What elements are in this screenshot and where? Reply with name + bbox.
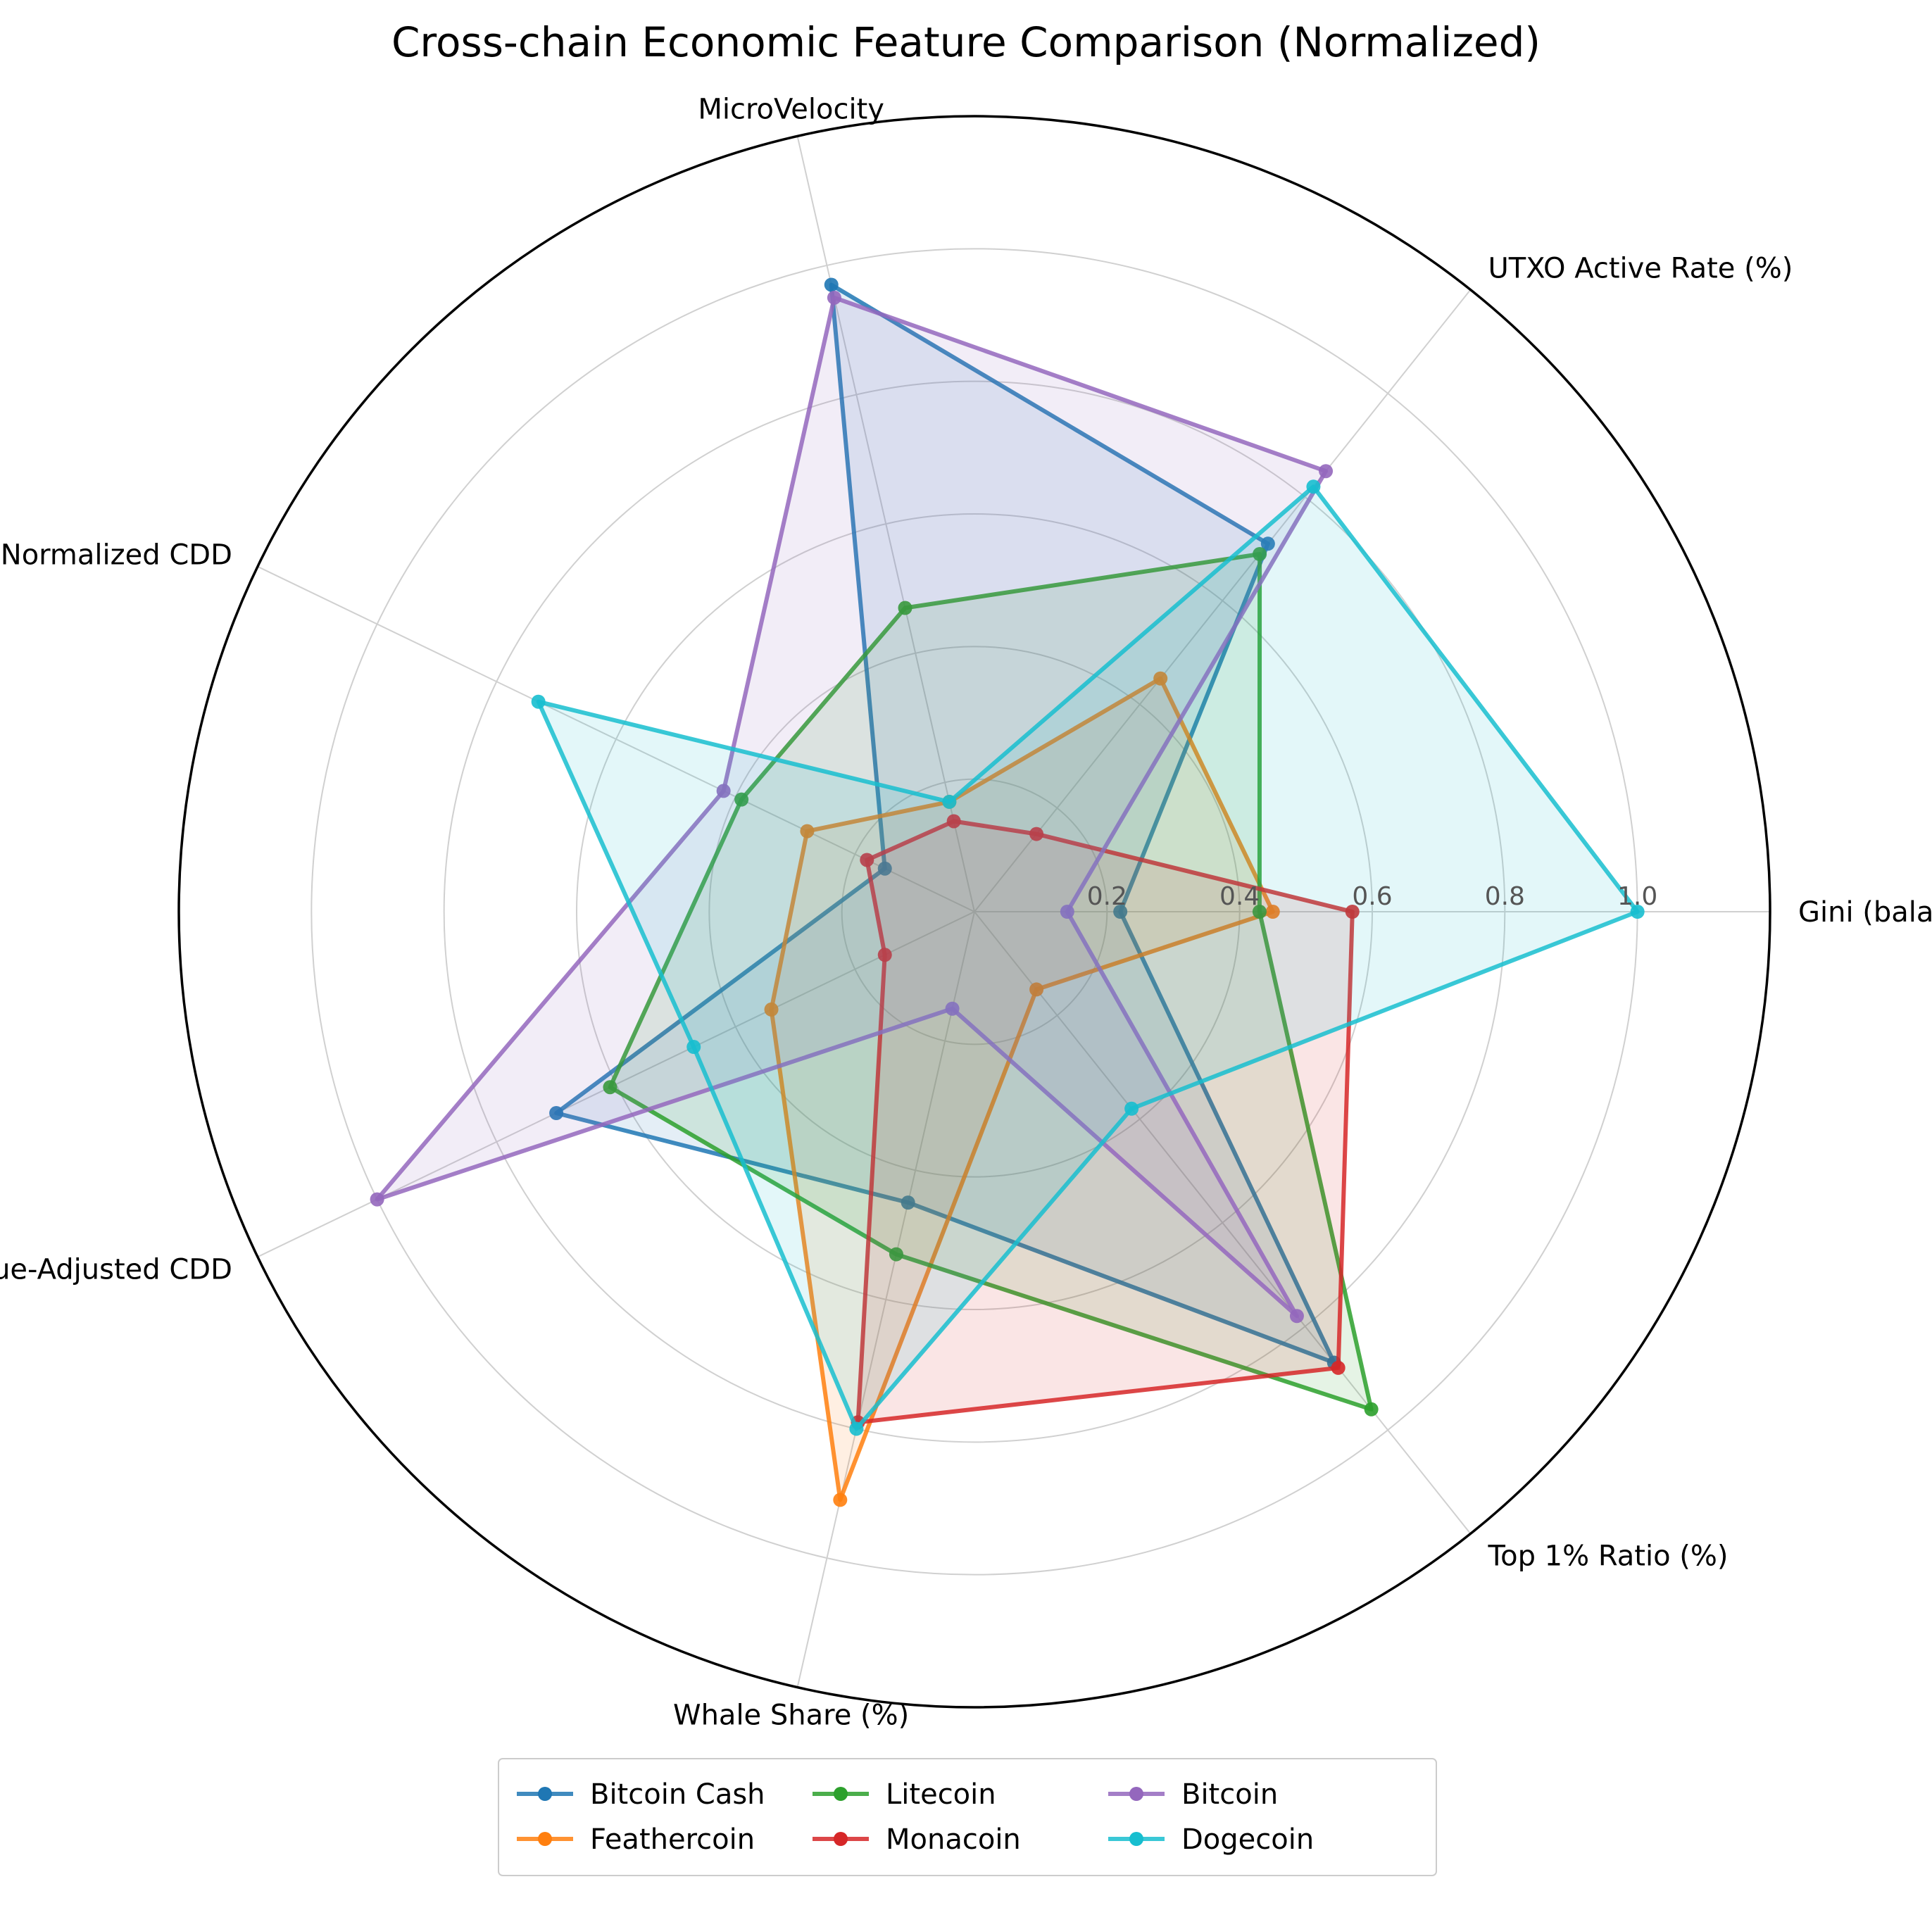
chart-title: Cross-chain Economic Feature Comparison … — [391, 18, 1541, 66]
radial-tick-label-2: 0.6 — [1352, 882, 1392, 911]
series-1-point-4 — [764, 1002, 779, 1017]
radar-series — [370, 277, 1645, 1507]
series-2-point-6 — [1364, 1402, 1379, 1417]
series-2-point-1 — [1253, 547, 1267, 562]
series-3 — [851, 814, 1360, 1430]
grid-spoke-2 — [796, 136, 975, 912]
series-2-point-0 — [1252, 905, 1267, 919]
series-4-point-4 — [370, 1192, 384, 1207]
legend-label-0: Bitcoin Cash — [590, 1778, 765, 1811]
legend-swatch-marker-2 — [834, 1787, 848, 1801]
series-5-point-0 — [1630, 905, 1645, 919]
legend: Bitcoin Cash Feathercoin Litecoin Monacoin B… — [498, 1758, 1437, 1876]
series-line-4 — [375, 295, 1329, 1319]
series-0-point-2 — [824, 277, 839, 292]
series-fill-1 — [771, 678, 1273, 1500]
series-4-point-2 — [827, 290, 841, 305]
series-1 — [764, 671, 1280, 1507]
series-fill-2 — [610, 554, 1372, 1409]
series-2-point-3 — [734, 792, 749, 807]
series-0-point-4 — [549, 1106, 564, 1121]
series-3-point-2 — [946, 814, 961, 829]
series-0-point-3 — [877, 861, 892, 876]
series-0-point-0 — [1113, 905, 1128, 919]
legend-box — [498, 1758, 1437, 1876]
series-4-point-3 — [716, 784, 731, 798]
series-line-5 — [536, 484, 1640, 1431]
legend-label-5: Dogecoin — [1181, 1823, 1314, 1856]
axis-label-5: Whale Share (%) — [673, 1700, 909, 1732]
axis-label-1: UTXO Active Rate (%) — [1488, 252, 1793, 284]
series-2-point-2 — [898, 601, 912, 615]
series-line-1 — [769, 676, 1275, 1502]
series-4-point-1 — [1319, 464, 1334, 479]
radial-tick-label-3: 0.8 — [1485, 882, 1525, 911]
grid-spoke-3 — [257, 565, 975, 912]
series-4-point-0 — [1060, 905, 1074, 919]
series-3-point-6 — [1331, 1360, 1346, 1375]
legend-label-3: Monacoin — [886, 1823, 1021, 1856]
series-5-point-2 — [942, 794, 957, 809]
legend-item-5: Dogecoin — [1108, 1823, 1314, 1856]
series-2 — [603, 547, 1379, 1417]
axis-label-2: MicroVelocity — [698, 93, 884, 125]
series-2-point-5 — [889, 1247, 903, 1262]
series-3-point-4 — [877, 948, 892, 962]
series-5-point-5 — [849, 1421, 864, 1436]
series-fill-3 — [858, 821, 1353, 1423]
series-1-point-1 — [1153, 671, 1168, 686]
series-fill-5 — [538, 486, 1638, 1429]
series-line-2 — [608, 552, 1374, 1412]
radial-tick-label-1: 0.4 — [1219, 882, 1260, 911]
legend-item-2: Litecoin — [813, 1778, 996, 1811]
legend-label-1: Feathercoin — [590, 1823, 755, 1856]
series-line-0 — [554, 282, 1336, 1365]
radial-tick-label-4: 1.0 — [1617, 882, 1657, 911]
legend-swatch-marker-5 — [1129, 1832, 1143, 1846]
series-5-point-3 — [531, 694, 546, 709]
series-5-point-4 — [686, 1040, 701, 1055]
series-1-point-3 — [800, 824, 815, 838]
legend-swatch-marker-0 — [538, 1787, 552, 1801]
grid-spoke-6 — [974, 911, 1472, 1535]
radial-tick-label-0: 0.2 — [1087, 882, 1127, 911]
series-4-point-5 — [945, 1001, 960, 1016]
series-1-point-0 — [1265, 905, 1280, 919]
grid-spoke-1 — [974, 289, 1472, 912]
axis-labels: Gini (balance) UTXO Active Rate (%) MicroV… — [0, 93, 1932, 1731]
series-5-point-6 — [1124, 1101, 1139, 1116]
axis-label-4: Value-Adjusted CDD — [0, 1254, 232, 1286]
series-0-point-5 — [901, 1195, 915, 1210]
series-1-point-6 — [1029, 982, 1044, 997]
series-1-point-5 — [833, 1493, 848, 1507]
grid-spoke-5 — [796, 911, 975, 1688]
series-5-point-1 — [1306, 479, 1321, 494]
outer-frame — [177, 115, 1771, 1709]
series-line-3 — [855, 819, 1355, 1425]
axis-label-6: Top 1% Ratio (%) — [1487, 1540, 1728, 1573]
series-4 — [370, 290, 1334, 1324]
legend-item-1: Feathercoin — [517, 1823, 755, 1856]
legend-label-4: Bitcoin — [1181, 1778, 1278, 1811]
legend-item-4: Bitcoin — [1108, 1778, 1278, 1811]
legend-swatch-marker-3 — [834, 1832, 848, 1846]
legend-swatch-marker-4 — [1129, 1787, 1143, 1801]
legend-item-0: Bitcoin Cash — [517, 1778, 765, 1811]
series-0-point-1 — [1260, 536, 1275, 551]
series-fill-4 — [377, 297, 1326, 1317]
series-3-point-1 — [1029, 827, 1044, 841]
series-2-point-4 — [603, 1080, 617, 1095]
legend-swatch-marker-1 — [538, 1832, 552, 1846]
series-3-point-3 — [860, 853, 874, 867]
radial-tick-labels: 0.2 0.4 0.6 0.8 1.0 — [1087, 882, 1658, 911]
axis-label-0: Gini (balance) — [1798, 896, 1932, 929]
series-3-point-0 — [1345, 905, 1360, 919]
series-4-point-6 — [1289, 1309, 1304, 1324]
legend-item-3: Monacoin — [813, 1823, 1021, 1856]
axis-label-3: Supply-Normalized CDD — [0, 539, 232, 571]
series-5 — [531, 479, 1645, 1436]
legend-label-2: Litecoin — [886, 1778, 996, 1811]
